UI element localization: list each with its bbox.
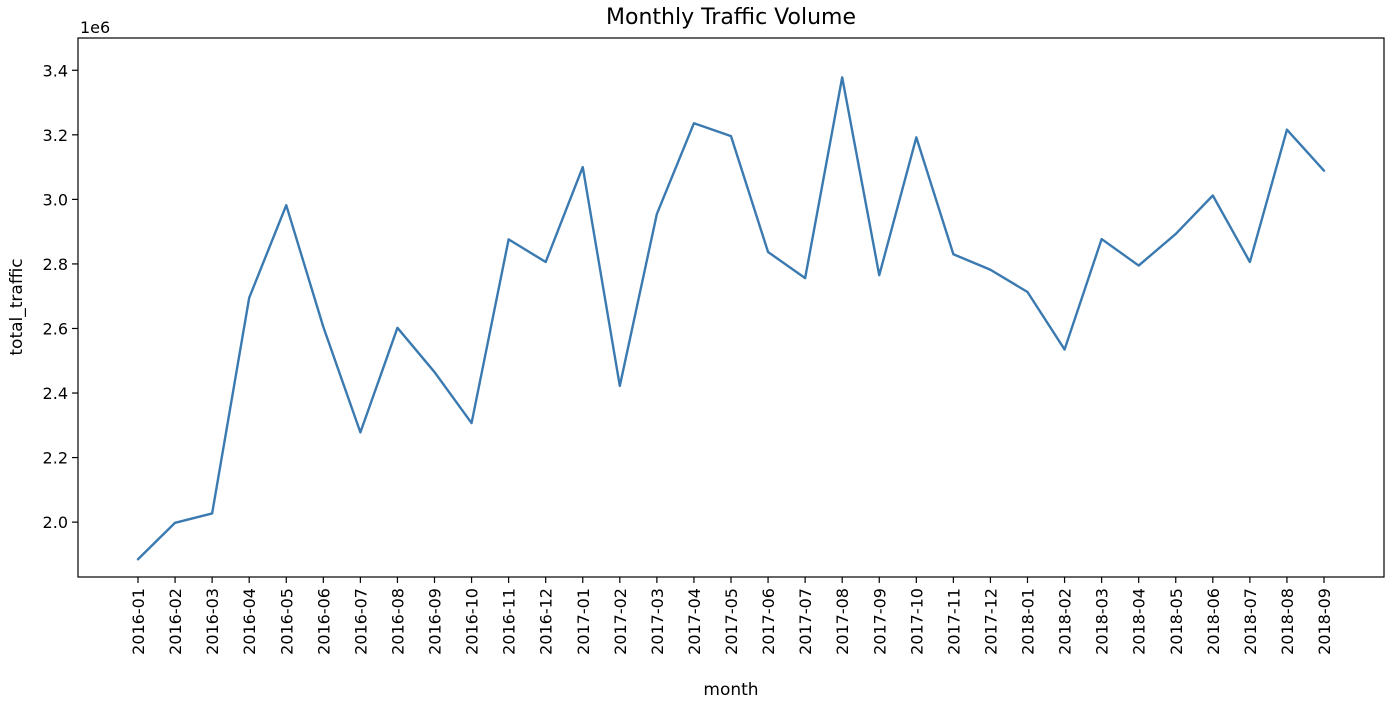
x-tick-label: 2017-01 [574, 588, 593, 655]
x-tick-label: 2017-03 [648, 588, 667, 655]
y-tick-label: 3.0 [43, 190, 68, 209]
y-tick-label: 2.2 [43, 449, 68, 468]
y-tick-label: 2.6 [43, 319, 68, 338]
x-tick-label: 2017-10 [907, 588, 926, 655]
x-tick-label: 2016-02 [166, 588, 185, 655]
series-line [136, 76, 1326, 561]
x-tick-label: 2016-04 [240, 588, 259, 655]
chart-title: Monthly Traffic Volume [606, 5, 856, 30]
x-tick-label: 2016-12 [537, 588, 556, 655]
plot-frame [77, 37, 1385, 578]
x-tick-label: 2016-07 [351, 588, 370, 655]
y-tick-label: 3.2 [43, 126, 68, 145]
x-tick-label: 2017-12 [981, 588, 1000, 655]
y-tick-label: 3.4 [43, 61, 68, 80]
x-tick-label: 2016-01 [129, 588, 148, 655]
x-tick-label: 2018-08 [1278, 588, 1297, 655]
x-tick-label: 2017-11 [944, 588, 963, 655]
x-tick-label: 2017-06 [759, 588, 778, 655]
x-axis-ticks: 2016-01 2016-02 2016-03 2016-04 2016-05 2016-… [129, 577, 1334, 655]
x-tick-label: 2017-08 [833, 588, 852, 655]
x-tick-label: 2017-09 [870, 588, 889, 655]
x-tick-label: 2016-03 [203, 588, 222, 655]
x-tick-label: 2018-01 [1019, 588, 1038, 655]
x-tick-label: 2018-06 [1204, 588, 1223, 655]
x-tick-label: 2018-03 [1093, 588, 1112, 655]
x-tick-label: 2016-10 [463, 588, 482, 655]
x-tick-label: 2016-05 [277, 588, 296, 655]
x-tick-label: 2018-02 [1056, 588, 1075, 655]
y-tick-label: 2.8 [43, 255, 68, 274]
x-tick-label: 2016-06 [314, 588, 333, 655]
y-tick-label: 2.0 [43, 513, 68, 532]
x-tick-label: 2016-11 [500, 588, 519, 655]
x-tick-label: 2018-05 [1167, 588, 1186, 655]
y-axis-ticks: 2.0 2.2 2.4 2.6 2.8 3.0 3.2 3.4 [43, 61, 78, 532]
x-tick-label: 2018-09 [1315, 588, 1334, 655]
x-tick-label: 2017-07 [796, 588, 815, 655]
y-axis-offset-label: 1e6 [80, 18, 110, 37]
x-tick-label: 2016-09 [426, 588, 445, 655]
x-tick-label: 2018-04 [1130, 588, 1149, 655]
x-tick-label: 2018-07 [1241, 588, 1260, 655]
x-axis-label: month [703, 680, 758, 700]
x-tick-label: 2017-02 [611, 588, 630, 655]
x-tick-label: 2016-08 [388, 588, 407, 655]
y-axis-label: total_traffic [7, 258, 27, 355]
x-tick-label: 2017-04 [685, 588, 704, 655]
x-tick-label: 2017-05 [722, 588, 741, 655]
y-tick-label: 2.4 [43, 384, 68, 403]
